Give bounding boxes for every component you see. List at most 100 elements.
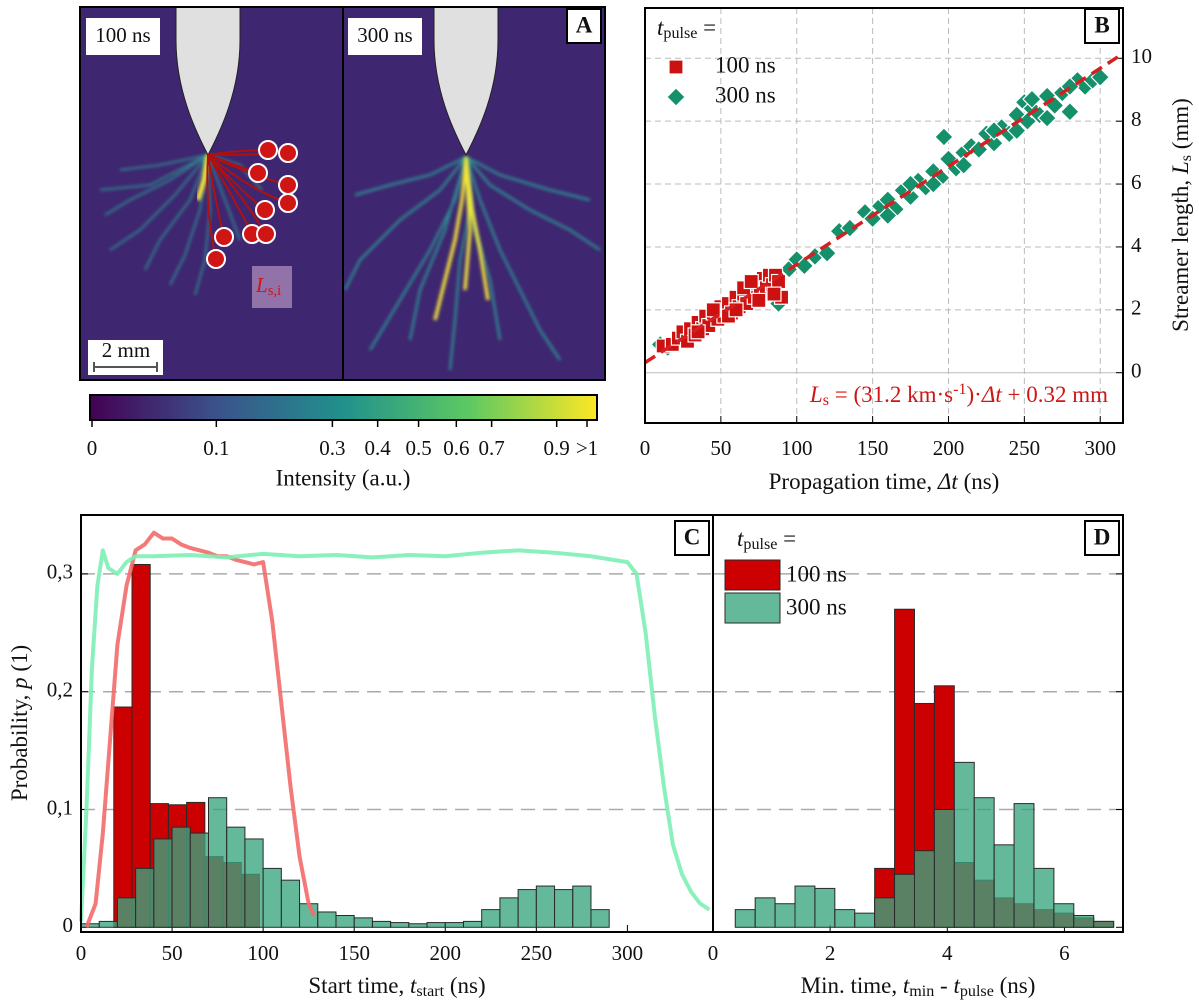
bar bbox=[117, 898, 135, 927]
bar bbox=[318, 912, 336, 927]
text-part: start bbox=[416, 983, 444, 1000]
legend-swatch bbox=[725, 593, 780, 623]
bar bbox=[795, 886, 815, 927]
text-part: = (31.2 km·s bbox=[829, 382, 953, 407]
bar bbox=[815, 888, 835, 927]
bar bbox=[99, 921, 117, 927]
legend-title: tpulse = bbox=[657, 15, 716, 42]
bar bbox=[518, 890, 536, 928]
point bbox=[752, 293, 766, 307]
y-axis-label: Streamer length, Ls (mm) bbox=[1168, 98, 1195, 332]
bar bbox=[555, 890, 573, 928]
bar bbox=[482, 910, 500, 928]
text-part: (mm) bbox=[1168, 98, 1193, 155]
panel-label: A bbox=[576, 12, 593, 37]
bar bbox=[755, 898, 775, 927]
y-tick-label: 0 bbox=[63, 913, 74, 937]
text-part: Min. time, bbox=[801, 973, 903, 998]
bar bbox=[445, 923, 463, 928]
x-tick-label: 300 bbox=[1084, 436, 1116, 460]
y-tick-label: 0,2 bbox=[47, 678, 73, 702]
bar bbox=[427, 923, 445, 928]
bar bbox=[336, 916, 354, 928]
colorbar-tick-label: 0.6 bbox=[443, 436, 469, 460]
colorbar-tick-label: 0.4 bbox=[365, 436, 392, 460]
x-tick-label: 250 bbox=[521, 941, 553, 965]
x-tick-label: 50 bbox=[710, 436, 731, 460]
bar bbox=[954, 762, 974, 927]
x-tick-label: 300 bbox=[612, 941, 644, 965]
y-axis-label: Probability, p (1) bbox=[7, 645, 32, 801]
text-part: = bbox=[697, 15, 716, 40]
scale-label: 2 mm bbox=[102, 338, 150, 362]
y-tick-label: 8 bbox=[1131, 107, 1142, 131]
bar bbox=[875, 898, 895, 927]
x-axis-label: Min. time, tmin - tpulse (ns) bbox=[801, 973, 1036, 1000]
legend-label: 300 ns bbox=[715, 82, 776, 107]
x-tick-label: 150 bbox=[338, 941, 370, 965]
panel-label: C bbox=[684, 524, 701, 549]
text-part: + 0.32 mm bbox=[1002, 382, 1108, 407]
bar bbox=[372, 921, 390, 927]
text-part: pulse bbox=[743, 536, 777, 553]
annotation: Ls = (31.2 km·s-1)·Δt + 0.32 mm bbox=[809, 381, 1108, 409]
bar bbox=[81, 924, 99, 928]
bar bbox=[154, 839, 172, 927]
text-part: Start time, bbox=[308, 973, 410, 998]
text-part: -1 bbox=[953, 381, 966, 398]
x-tick-label: 100 bbox=[781, 436, 813, 460]
text-part: (1) bbox=[7, 645, 32, 678]
image-100ns bbox=[80, 7, 343, 380]
bar bbox=[1014, 804, 1034, 928]
bar bbox=[136, 868, 154, 927]
bar bbox=[208, 798, 226, 928]
bar bbox=[855, 913, 875, 927]
colorbar-tick-label: 0.7 bbox=[479, 436, 505, 460]
bar bbox=[190, 833, 208, 927]
x-tick-label: 2 bbox=[825, 941, 836, 965]
text-part: Probability, bbox=[7, 689, 32, 801]
y-tick-label: 6 bbox=[1131, 170, 1142, 194]
bar bbox=[463, 921, 481, 927]
legend-label: 100 ns bbox=[786, 561, 847, 586]
text-part: Δt bbox=[981, 382, 1002, 407]
x-tick-label: 0 bbox=[640, 436, 651, 460]
bar bbox=[354, 918, 372, 927]
text-part: (ns) bbox=[444, 973, 486, 998]
bar bbox=[835, 910, 855, 928]
bar bbox=[227, 827, 245, 927]
y-tick-label: 0,3 bbox=[47, 560, 73, 584]
text-part: p bbox=[7, 677, 32, 691]
text-part: L bbox=[1168, 161, 1193, 175]
bar bbox=[536, 886, 554, 927]
y-tick-label: 2 bbox=[1131, 296, 1142, 320]
point bbox=[669, 60, 683, 74]
x-tick-label: 200 bbox=[430, 941, 462, 965]
legend-title: tpulse = bbox=[737, 526, 796, 553]
text-part: (ns) bbox=[958, 469, 1000, 494]
x-axis-label: Start time, tstart (ns) bbox=[308, 973, 485, 1000]
text-part: L bbox=[809, 382, 823, 407]
text-part: pulse bbox=[663, 25, 697, 42]
point bbox=[667, 88, 685, 106]
text-part: Propagation time, bbox=[769, 469, 938, 494]
bar bbox=[895, 874, 915, 927]
page: 100 ns300 ns2 mmLs,iA00.10.30.40.50.60.7… bbox=[0, 0, 1199, 1005]
bar bbox=[1074, 916, 1094, 928]
bar bbox=[172, 827, 190, 927]
bar bbox=[1094, 921, 1114, 927]
text-part: L bbox=[255, 273, 268, 297]
colorbar-tick-label: 0.5 bbox=[405, 436, 431, 460]
image-300ns bbox=[343, 7, 605, 380]
x-tick-label: 6 bbox=[1059, 941, 1070, 965]
y-tick-label: 10 bbox=[1131, 44, 1152, 68]
text-part: min bbox=[909, 983, 934, 1000]
legend-label: 300 ns bbox=[786, 594, 847, 619]
text-part: Streamer length, bbox=[1168, 174, 1193, 332]
bar bbox=[245, 839, 263, 927]
point bbox=[935, 128, 953, 146]
text-part: - bbox=[934, 973, 953, 998]
text-part: = bbox=[777, 526, 796, 551]
colorbar-tick-label: 0.9 bbox=[544, 436, 570, 460]
text-part: s,i bbox=[268, 283, 281, 299]
